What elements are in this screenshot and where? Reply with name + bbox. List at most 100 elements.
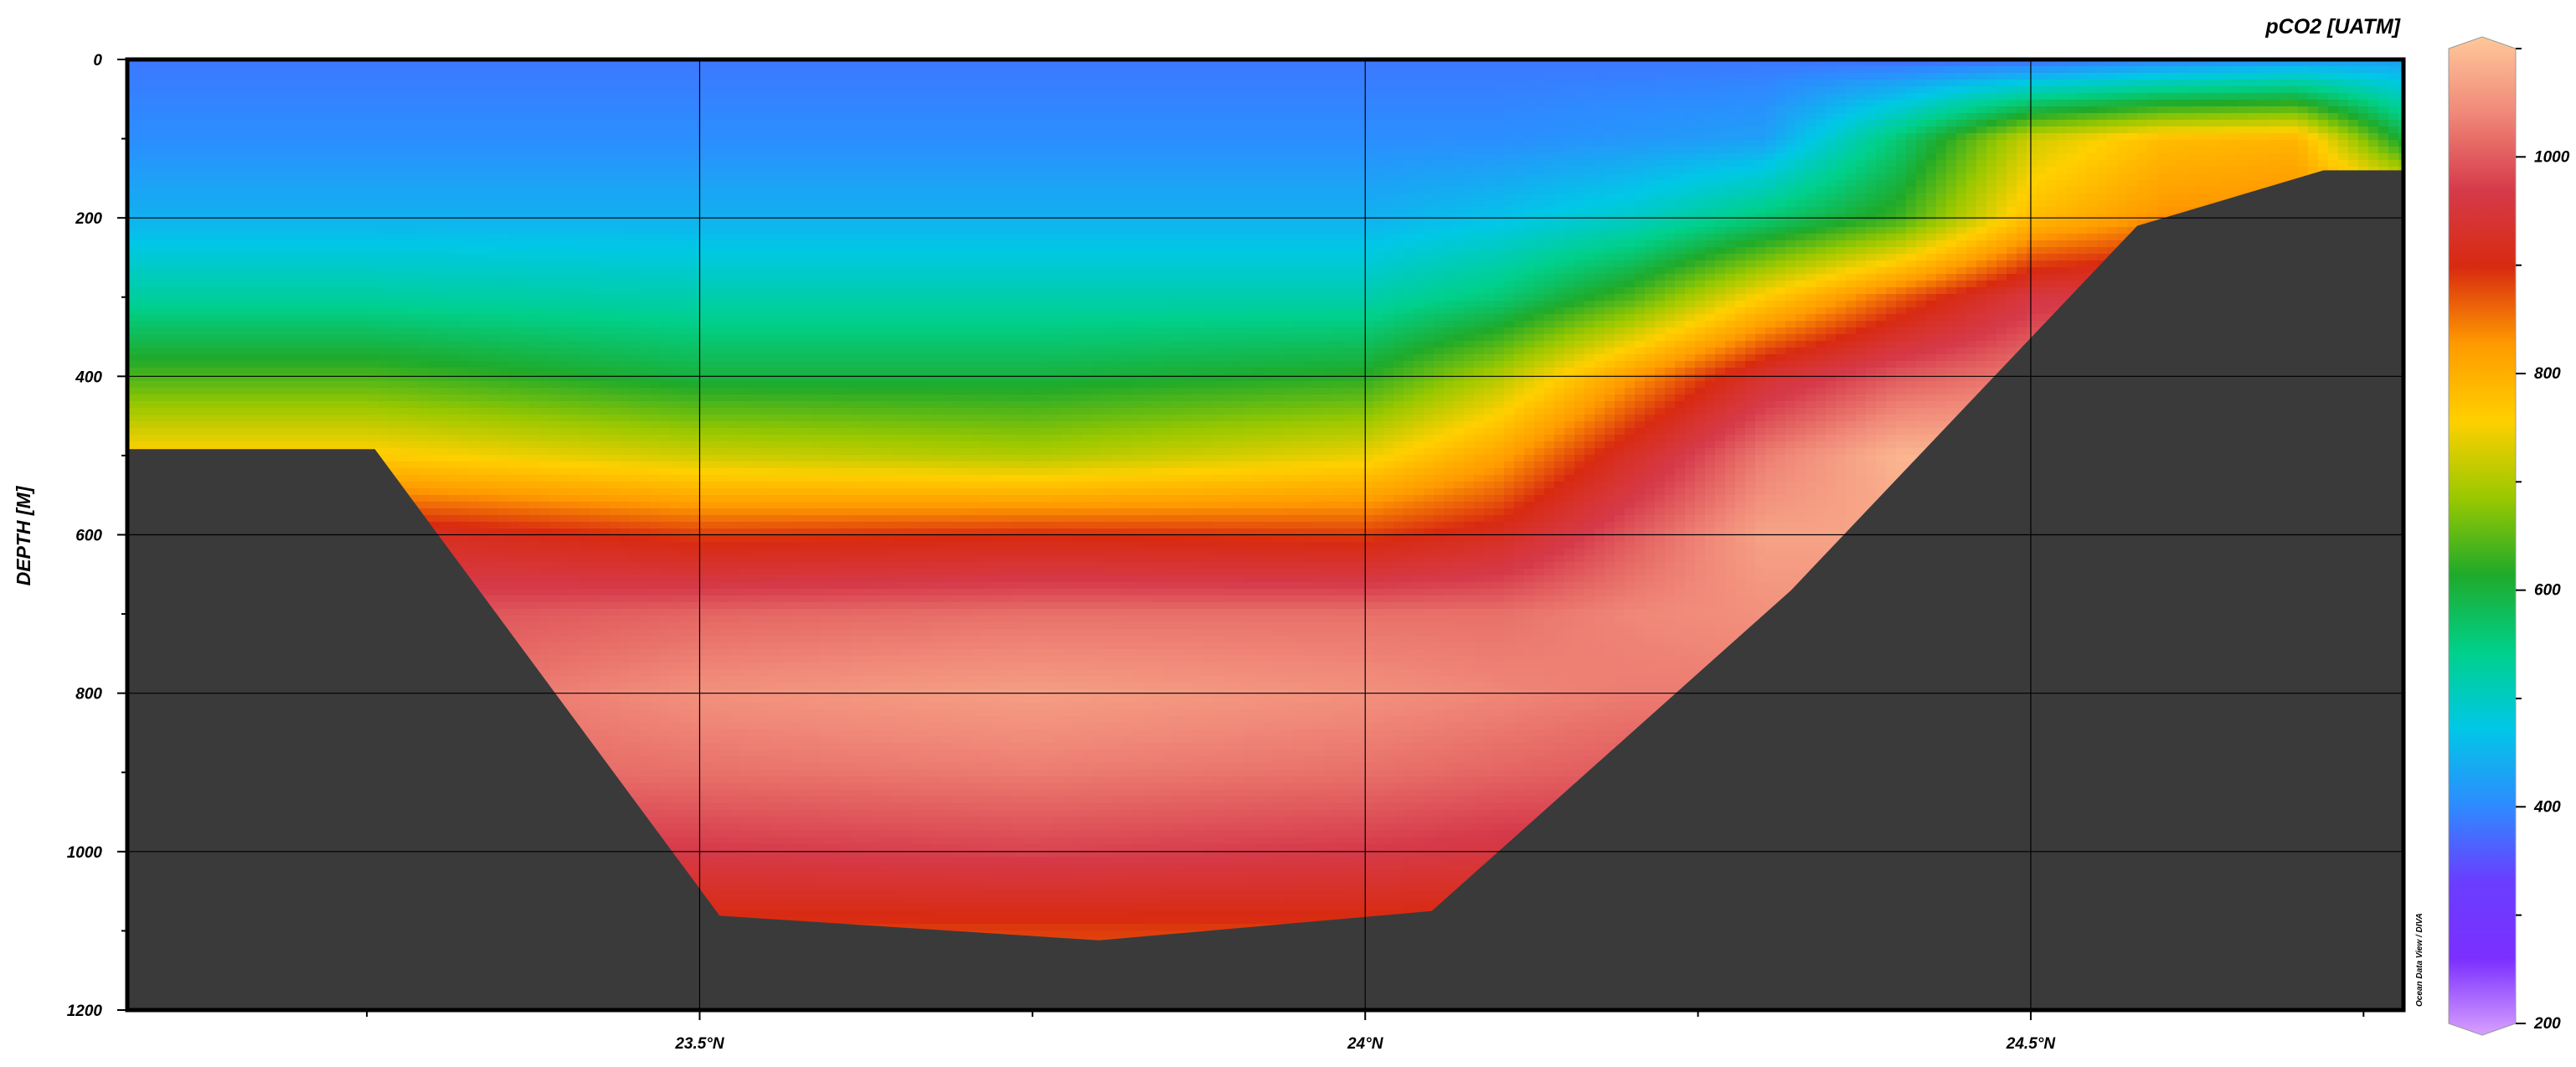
field-cell	[399, 187, 410, 194]
field-cell	[198, 153, 209, 161]
field-cell	[238, 153, 249, 161]
field-cell	[137, 93, 148, 101]
field-cell	[1042, 140, 1053, 147]
field-cell	[1745, 167, 1756, 174]
field-cell	[1745, 86, 1756, 94]
field-cell	[368, 100, 379, 107]
field-cell	[1404, 140, 1414, 147]
field-cell	[2238, 66, 2249, 74]
field-cell	[1424, 86, 1435, 94]
field-cell	[1775, 153, 1786, 161]
field-cell	[1826, 80, 1837, 87]
field-cell	[2067, 100, 2078, 107]
field-cell	[358, 106, 369, 114]
field-cell	[1002, 153, 1012, 161]
field-cell	[1534, 173, 1545, 181]
field-cell	[600, 173, 611, 181]
field-cell	[218, 153, 229, 161]
field-cell	[2077, 160, 2088, 168]
field-cell	[1494, 180, 1505, 188]
field-cell	[2107, 160, 2118, 168]
field-cell	[1695, 106, 1706, 114]
field-cell	[2027, 100, 2038, 107]
field-cell	[268, 80, 279, 87]
field-cell	[841, 73, 852, 80]
field-cell	[1946, 200, 1957, 208]
field-cell	[278, 153, 289, 161]
field-cell	[248, 106, 259, 114]
field-cell	[469, 73, 480, 80]
field-cell	[1665, 100, 1676, 107]
field-cell	[1182, 106, 1193, 114]
field-cell	[1062, 153, 1073, 161]
field-cell	[318, 86, 329, 94]
field-cell	[720, 180, 731, 188]
field-cell	[2167, 113, 2178, 121]
field-cell	[750, 73, 761, 80]
field-cell	[2228, 113, 2239, 121]
field-cell	[1213, 160, 1224, 168]
field-cell	[1253, 193, 1264, 201]
field-cell	[1303, 106, 1314, 114]
field-cell	[992, 193, 1002, 201]
field-cell	[1946, 133, 1957, 141]
field-cell	[1605, 180, 1615, 188]
field-cell	[368, 120, 379, 127]
field-cell	[640, 187, 651, 194]
field-cell	[730, 200, 741, 208]
field-cell	[1976, 147, 1987, 154]
field-cell	[1253, 100, 1264, 107]
field-cell	[2278, 140, 2289, 147]
field-cell	[1735, 167, 1746, 174]
field-cell	[2228, 187, 2239, 194]
field-cell	[1785, 100, 1796, 107]
field-cell	[1052, 160, 1063, 168]
field-cell	[801, 147, 811, 154]
field-cell	[379, 106, 389, 114]
field-cell	[2328, 93, 2339, 101]
field-cell	[328, 180, 339, 188]
field-cell	[1172, 100, 1183, 107]
field-cell	[1765, 73, 1776, 80]
field-cell	[1072, 180, 1083, 188]
field-cell	[1122, 93, 1133, 101]
field-cell	[1062, 100, 1073, 107]
field-cell	[811, 80, 822, 87]
field-cell	[1795, 73, 1806, 80]
field-cell	[1323, 120, 1334, 127]
field-cell	[1132, 140, 1143, 147]
field-cell	[2368, 133, 2379, 141]
field-cell	[791, 93, 801, 101]
field-cell	[1233, 113, 1244, 121]
field-cell	[1444, 113, 1455, 121]
field-cell	[1353, 80, 1364, 87]
field-cell	[539, 133, 550, 141]
field-cell	[921, 80, 932, 87]
field-cell	[278, 113, 289, 121]
field-cell	[1323, 173, 1334, 181]
field-cell	[1795, 126, 1806, 134]
field-cell	[981, 113, 992, 121]
field-cell	[1042, 126, 1053, 134]
field-cell	[1303, 167, 1314, 174]
field-cell	[218, 86, 229, 94]
field-cell	[1896, 106, 1907, 114]
field-cell	[2057, 106, 2068, 114]
field-cell	[318, 66, 329, 74]
field-cell	[1223, 167, 1234, 174]
field-cell	[1383, 120, 1394, 127]
field-cell	[2187, 73, 2198, 80]
field-cell	[1142, 93, 1153, 101]
field-cell	[2007, 86, 2017, 94]
field-cell	[2218, 80, 2228, 87]
field-cell	[1213, 167, 1224, 174]
field-cell	[1745, 173, 1756, 181]
field-cell	[499, 126, 510, 134]
field-cell	[680, 193, 691, 201]
field-cell	[1283, 193, 1294, 201]
field-cell	[2298, 73, 2309, 80]
field-cell	[1906, 73, 1917, 80]
field-cell	[1956, 167, 1967, 174]
field-cell	[459, 160, 470, 168]
field-cell	[2338, 147, 2349, 154]
